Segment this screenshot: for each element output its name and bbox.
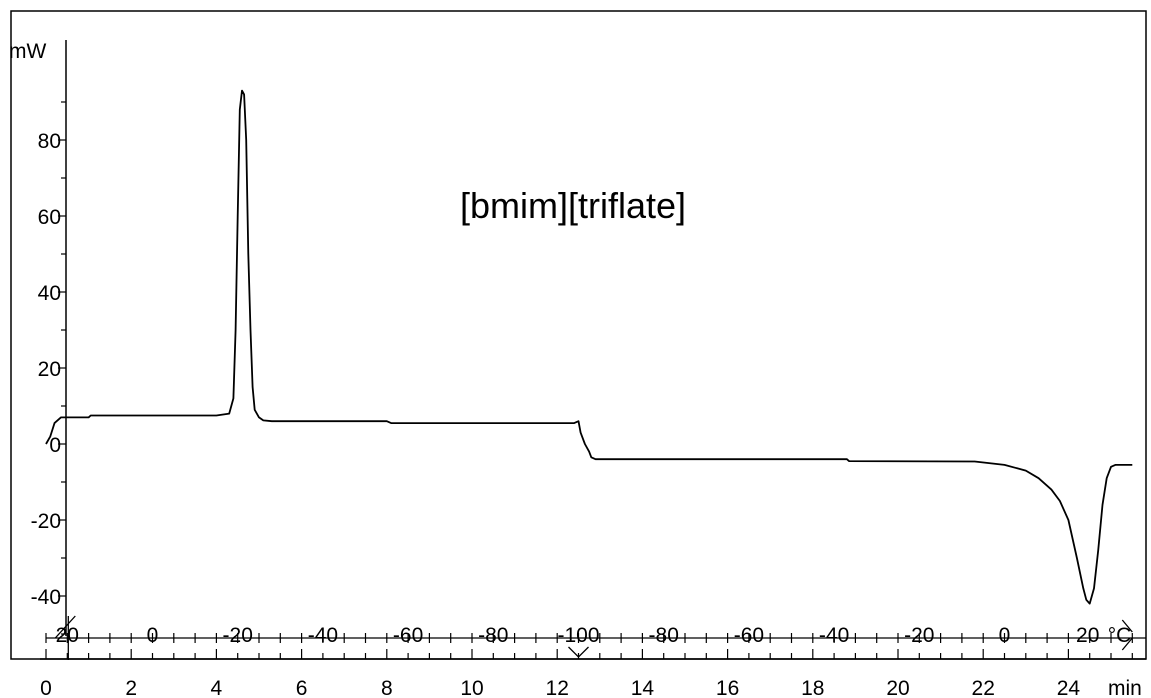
y-tick-label: -20 bbox=[31, 510, 61, 533]
time-tick-label: 20 bbox=[886, 677, 909, 698]
temperature-tick-label: -80 bbox=[478, 624, 508, 647]
y-tick-label: 80 bbox=[38, 130, 61, 153]
temperature-unit-label: °C bbox=[1108, 624, 1132, 647]
time-tick-label: 6 bbox=[296, 677, 308, 698]
temperature-tick-label: -80 bbox=[649, 624, 679, 647]
time-tick-label: 2 bbox=[125, 677, 137, 698]
time-tick-label: 0 bbox=[40, 677, 52, 698]
temperature-tick-label: -60 bbox=[734, 624, 764, 647]
temperature-tick-label: -40 bbox=[308, 624, 338, 647]
segment-marker bbox=[54, 615, 76, 639]
dsc-curve bbox=[45, 89, 1133, 605]
time-tick-label: 12 bbox=[546, 677, 569, 698]
time-tick-label: 4 bbox=[211, 677, 223, 698]
temperature-tick-label: -100 bbox=[557, 624, 599, 647]
segment-marker bbox=[568, 646, 589, 658]
time-tick-label: 14 bbox=[631, 677, 655, 698]
y-tick-label: -40 bbox=[31, 586, 61, 609]
temperature-tick-label: 0 bbox=[999, 624, 1011, 647]
time-tick-label: 8 bbox=[381, 677, 393, 698]
time-tick-label: 16 bbox=[716, 677, 739, 698]
y-tick-label: 40 bbox=[38, 282, 61, 305]
temperature-tick-label: -20 bbox=[904, 624, 934, 647]
temperature-tick-label: -20 bbox=[223, 624, 253, 647]
y-tick-label: 20 bbox=[38, 358, 61, 381]
time-tick-label: 24 bbox=[1057, 677, 1081, 698]
y-tick-label: 0 bbox=[49, 434, 61, 457]
y-axis-unit: mW bbox=[9, 40, 46, 63]
time-tick-label: 18 bbox=[801, 677, 824, 698]
temperature-tick-label: 20 bbox=[1076, 624, 1099, 647]
plot-frame bbox=[10, 10, 1147, 660]
segment-marker bbox=[1121, 619, 1133, 651]
time-tick-label: 10 bbox=[460, 677, 483, 698]
time-tick-label: 22 bbox=[972, 677, 995, 698]
temperature-tick-label: 20 bbox=[56, 624, 79, 647]
x-axis-unit: min bbox=[1108, 677, 1142, 698]
temperature-tick-label: -40 bbox=[819, 624, 849, 647]
temperature-tick-label: 0 bbox=[147, 624, 159, 647]
y-tick-label: 60 bbox=[38, 206, 61, 229]
annotation-label: [bmim][triflate] bbox=[460, 185, 686, 226]
temperature-tick-label: -60 bbox=[393, 624, 423, 647]
